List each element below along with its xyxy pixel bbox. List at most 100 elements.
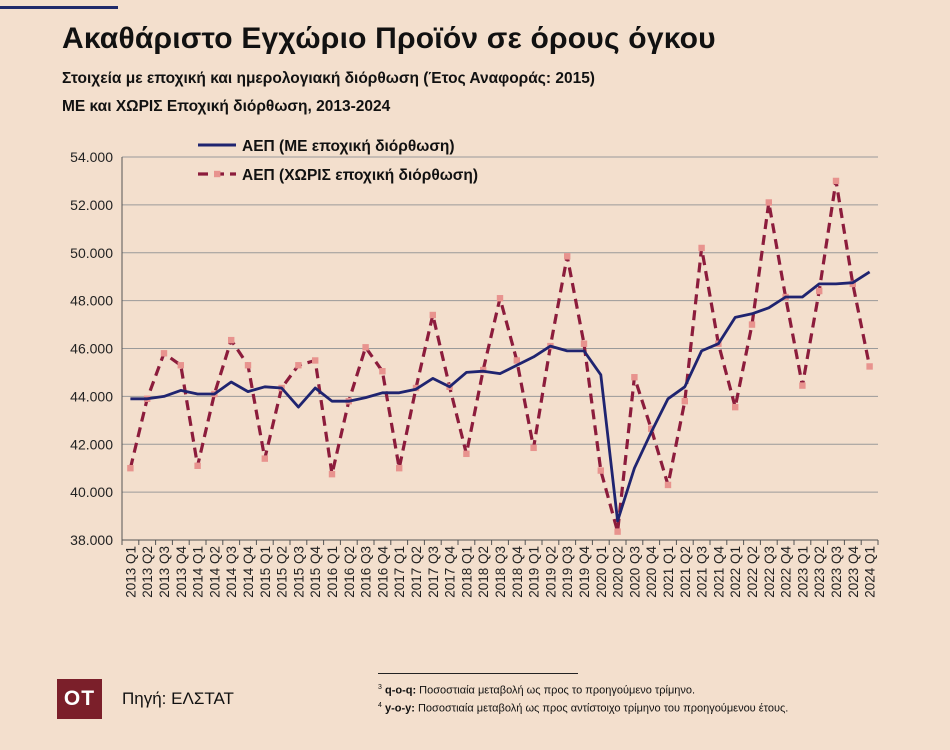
footnote-term: q-o-q: (384, 684, 417, 697)
chart-title: Ακαθάριστο Εγχώριο Προϊόν σε όρους όγκου (62, 22, 716, 55)
data-point-nsa (866, 363, 873, 370)
data-point-nsa (664, 481, 672, 489)
x-tick-label: 2024 Q1 (863, 546, 878, 598)
x-tick-label: 2015 Q3 (291, 546, 306, 598)
data-point-nsa (648, 425, 655, 432)
data-point-nsa (244, 362, 252, 369)
x-tick-label: 2016 Q4 (375, 546, 390, 598)
footnote-yoy: 4 y-o-y: Ποσοστιαία μεταβολή ως προς αντ… (378, 702, 788, 715)
data-point-nsa (530, 444, 537, 452)
x-tick-label: 2021 Q2 (678, 546, 693, 598)
data-point-nsa (312, 357, 319, 364)
data-point-nsa (328, 470, 336, 478)
data-point-nsa (295, 362, 302, 369)
data-point-nsa (832, 177, 840, 185)
footnote-text: Ποσοστιαία μεταβολή ως προς το προηγούμε… (416, 684, 696, 697)
x-tick-label: 2021 Q1 (661, 546, 676, 598)
footnote-number: 3 (378, 684, 382, 691)
x-tick-label: 2016 Q3 (359, 546, 374, 598)
x-tick-label: 2018 Q2 (476, 546, 491, 598)
legend-label-nsa: ΑΕΠ (ΧΩΡΙΣ εποχική διόρθωση) (242, 167, 478, 184)
y-tick-label: 40.000 (70, 484, 113, 500)
x-tick-label: 2013 Q2 (140, 546, 155, 598)
data-point-nsa (564, 253, 571, 260)
x-tick-label: 2016 Q1 (325, 546, 340, 598)
y-tick-label: 52.000 (70, 197, 113, 213)
x-tick-label: 2022 Q4 (779, 546, 794, 598)
data-point-nsa (698, 244, 705, 252)
x-tick-label: 2019 Q3 (560, 546, 575, 598)
source-text: Πηγή: ΕΛΣΤΑΤ (122, 689, 234, 708)
x-tick-label: 2023 Q2 (812, 546, 827, 598)
x-tick-label: 2014 Q1 (191, 546, 206, 598)
x-tick-label: 2017 Q2 (409, 546, 424, 598)
footnote-number: 4 (378, 702, 382, 709)
y-tick-label: 46.000 (70, 341, 113, 357)
ot-logo: OT (57, 679, 102, 719)
footnote-rule (378, 673, 578, 674)
data-point-nsa (160, 350, 168, 357)
series-line-nsa (128, 179, 872, 534)
data-point-nsa (816, 287, 823, 295)
data-point-nsa (429, 311, 436, 319)
top-accent-rule (0, 6, 118, 9)
data-point-nsa (396, 464, 403, 472)
data-point-nsa (597, 467, 604, 474)
y-tick-label: 50.000 (70, 245, 113, 261)
data-point-nsa (732, 403, 739, 411)
footnote-term: y-o-y: (384, 702, 415, 715)
data-point-nsa (799, 382, 806, 389)
x-tick-label: 2020 Q4 (644, 546, 659, 598)
x-tick-label: 2014 Q3 (224, 546, 239, 598)
x-tick-label: 2020 Q3 (627, 546, 642, 598)
x-tick-label: 2018 Q4 (510, 546, 525, 598)
data-point-nsa (379, 368, 386, 375)
legend-marker-nsa (214, 170, 221, 178)
x-tick-label: 2017 Q1 (392, 546, 407, 598)
x-tick-label: 2021 Q3 (695, 546, 710, 598)
legend-label-sa: ΑΕΠ (ΜΕ εποχική διόρθωση) (242, 138, 455, 155)
x-tick-label: 2018 Q1 (459, 546, 474, 598)
x-tick-label: 2023 Q3 (829, 546, 844, 598)
x-tick-label: 2022 Q2 (745, 546, 760, 598)
x-tick-label: 2020 Q2 (611, 546, 626, 598)
x-tick-label: 2015 Q1 (258, 546, 273, 598)
data-point-nsa (177, 362, 184, 369)
x-tick-label: 2014 Q2 (207, 546, 222, 598)
x-tick-label: 2021 Q4 (711, 546, 726, 598)
x-tick-label: 2019 Q2 (543, 546, 558, 598)
x-tick-label: 2019 Q4 (577, 546, 592, 598)
x-tick-label: 2017 Q3 (426, 546, 441, 598)
y-tick-label: 54.000 (70, 149, 113, 165)
data-point-nsa (194, 462, 201, 469)
x-tick-label: 2018 Q3 (493, 546, 508, 598)
y-tick-label: 48.000 (70, 293, 113, 309)
data-point-nsa (261, 455, 268, 462)
y-tick-label: 44.000 (70, 388, 113, 404)
data-point-nsa (614, 528, 621, 535)
x-tick-label: 2022 Q3 (762, 546, 777, 598)
x-tick-label: 2013 Q3 (157, 546, 172, 598)
x-tick-label: 2015 Q2 (275, 546, 290, 598)
footnote-text: Ποσοστιαία μεταβολή ως προς αντίστοιχο τ… (414, 702, 789, 715)
data-point-nsa (580, 340, 588, 347)
data-point-nsa (513, 357, 520, 364)
data-point-nsa (362, 344, 369, 351)
x-tick-label: 2022 Q1 (728, 546, 743, 598)
x-tick-label: 2016 Q2 (342, 546, 357, 598)
chart-subtitle-line1: Στοιχεία με εποχική και ημερολογιακή διό… (62, 70, 595, 87)
y-tick-label: 42.000 (70, 436, 113, 452)
x-tick-label: 2014 Q4 (241, 546, 256, 598)
x-tick-label: 2015 Q4 (308, 546, 323, 598)
x-tick-label: 2019 Q1 (527, 546, 542, 598)
data-point-nsa (765, 199, 772, 206)
series-line-sa (130, 270, 871, 523)
data-point-nsa (681, 397, 688, 405)
data-point-nsa (631, 374, 638, 381)
data-point-nsa (127, 464, 134, 472)
x-tick-label: 2017 Q4 (443, 546, 458, 598)
source-block: OT Πηγή: ΕΛΣΤΑΤ (57, 679, 234, 719)
x-tick-label: 2023 Q1 (795, 546, 810, 598)
data-point-nsa (463, 450, 470, 458)
